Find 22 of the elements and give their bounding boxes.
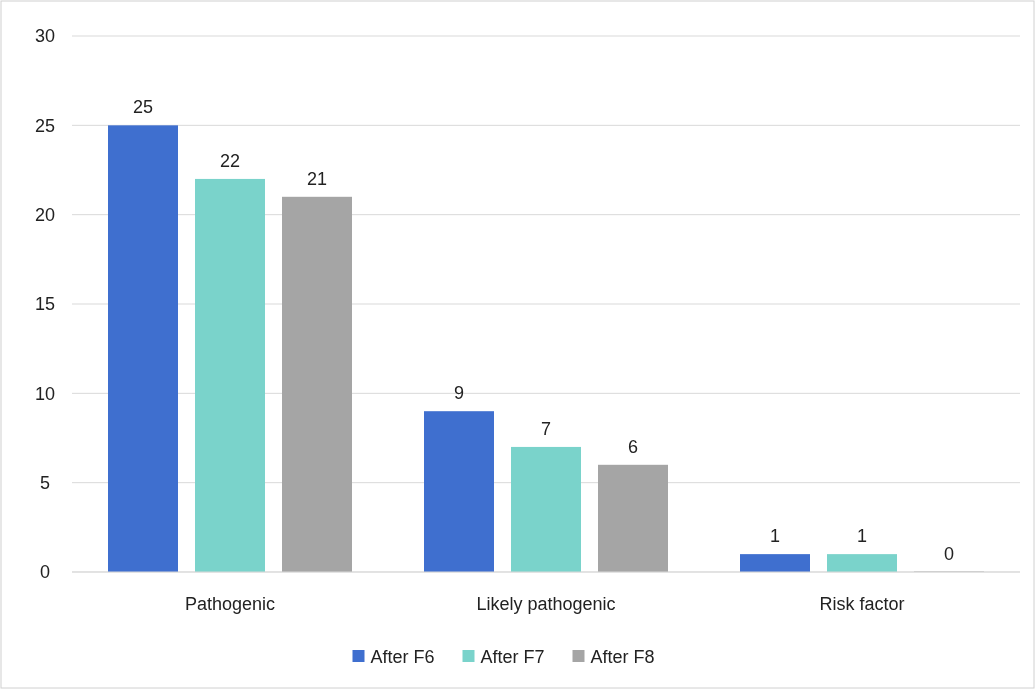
y-tick-label: 10 (34, 383, 56, 404)
y-tick-label: 30 (34, 26, 56, 47)
x-tick-label: Pathogenic (184, 594, 276, 614)
data-label: 0 (943, 544, 955, 564)
data-label: 1 (856, 526, 868, 547)
data-label: 9 (453, 383, 465, 404)
data-label: 21 (306, 168, 328, 189)
y-tick-label: 5 (39, 472, 51, 493)
x-tick-label: Likely pathogenic (476, 594, 616, 614)
y-tick-label: 20 (34, 204, 56, 225)
y-tick-label: 15 (34, 294, 56, 315)
data-label: 6 (627, 436, 639, 457)
data-label: 7 (540, 418, 552, 439)
data-label: 25 (132, 97, 154, 118)
y-tick-label: 0 (39, 562, 51, 583)
y-tick-label: 25 (34, 115, 56, 136)
x-tick-label: Risk factor (819, 594, 905, 614)
data-label: 1 (769, 526, 781, 547)
legend-label: After F7 (480, 647, 545, 668)
data-label: 22 (219, 150, 241, 171)
legend-label: After F6 (370, 647, 435, 668)
legend-label: After F8 (590, 647, 655, 668)
